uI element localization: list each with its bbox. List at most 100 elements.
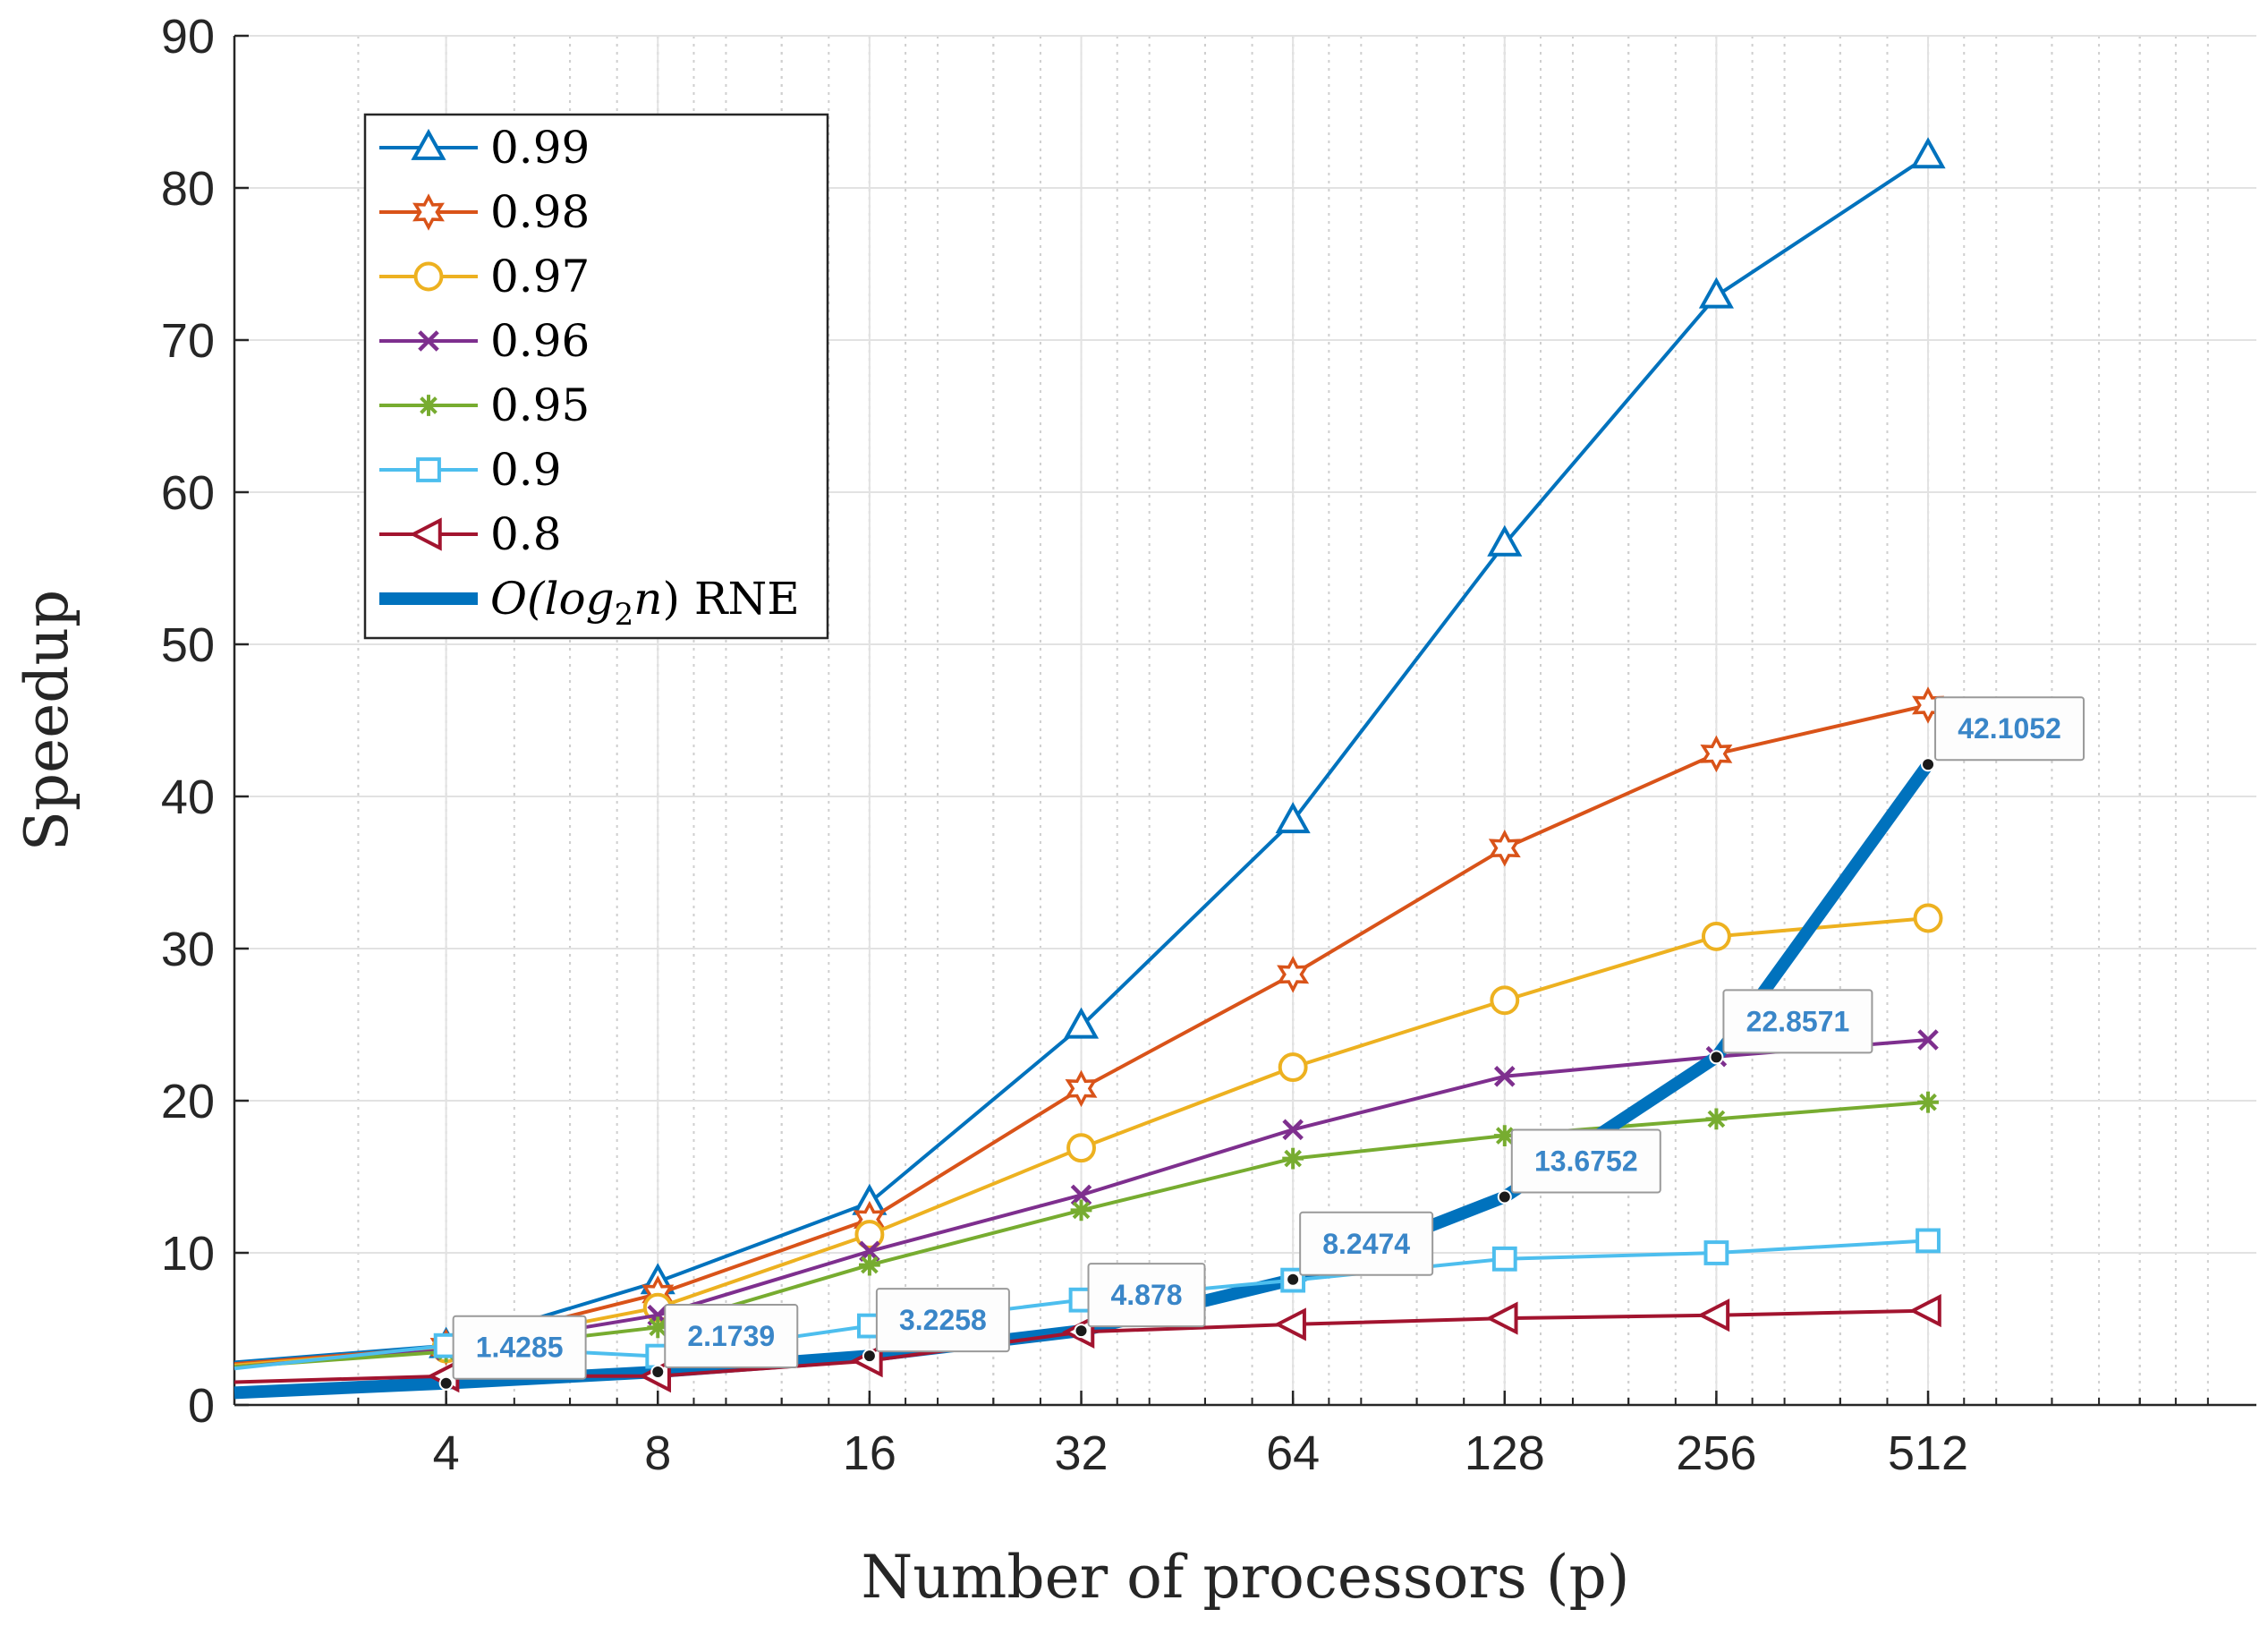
marker-square	[416, 457, 441, 482]
legend-label: 0.99	[490, 122, 590, 174]
legend-item: 0.96	[379, 315, 590, 367]
marker-asterisk	[418, 395, 439, 416]
datatip-point	[1921, 757, 1936, 772]
y-tick-label: 20	[161, 1075, 215, 1128]
legend-label: 0.8	[490, 508, 562, 560]
marker-hexagram	[1700, 735, 1733, 773]
marker-triangle-up	[1698, 277, 1734, 309]
legend-rne-part: 2	[615, 597, 634, 633]
legend-rne-part: O(	[490, 573, 546, 625]
datatip-label: 4.878	[1110, 1279, 1182, 1311]
x-tick-label: 4	[433, 1426, 460, 1480]
marker-circle	[1278, 1052, 1308, 1083]
datatip: 22.8571	[1709, 989, 1873, 1065]
datatip-label: 1.4285	[476, 1332, 564, 1364]
datatip-box	[452, 1315, 587, 1380]
marker-circle	[1701, 921, 1731, 951]
y-tick-label: 0	[188, 1379, 215, 1433]
datatip-box	[1087, 1263, 1206, 1328]
y-tick-label: 70	[161, 314, 215, 368]
y-tick-label: 10	[161, 1227, 215, 1281]
datatip-box	[1722, 989, 1873, 1054]
marker-x	[418, 330, 439, 352]
marker-square	[1915, 1228, 1941, 1254]
annotation-layer: 1.4285 2.1739 3.2258 4.878 8.2474 13.6752 22.8…	[438, 696, 2085, 1391]
datatip-label: 8.2474	[1322, 1228, 1410, 1260]
marker-asterisk	[1705, 1108, 1728, 1130]
datatip-label: 2.1739	[687, 1320, 775, 1352]
marker-x	[1070, 1184, 1092, 1206]
legend: 0.99 0.98 0.97 0.96 0.95 0.9 0.8 O(log2n) RNE	[363, 113, 829, 640]
datatip-label: 22.8571	[1746, 1005, 1850, 1037]
datatip-label: 13.6752	[1534, 1145, 1638, 1178]
datatip: 1.4285	[438, 1315, 587, 1391]
x-tick-label: 16	[843, 1426, 896, 1480]
datatip-point	[1709, 1050, 1724, 1065]
datatip-point	[1286, 1272, 1301, 1287]
legend-label-rne: O(log2n) RNE	[490, 573, 800, 633]
marker-circle	[854, 1220, 885, 1250]
x-tick-label: 512	[1888, 1426, 1968, 1480]
marker-hexagram	[1488, 830, 1521, 867]
legend-label: 0.97	[490, 251, 590, 302]
marker-triangle-left	[1697, 1298, 1730, 1332]
datatip: 2.1739	[650, 1304, 799, 1380]
axes-layer: 0 10 20 30 40 50 60 70 80 90 4 8 16 32 64 128 256 512 Numb…	[13, 10, 2256, 1612]
legend-box	[363, 113, 829, 640]
marker-asterisk	[647, 1316, 669, 1339]
legend-item: 0.8	[379, 508, 562, 560]
legend-item: 0.9	[379, 444, 562, 496]
y-tick-label: 50	[161, 618, 215, 672]
datatip-point	[1074, 1324, 1089, 1339]
marker-triangle-left	[1273, 1307, 1306, 1341]
legend-item: 0.99	[379, 122, 590, 174]
marker-triangle-up	[1275, 802, 1311, 834]
legend-item: 0.95	[379, 379, 590, 431]
datatip: 4.878	[1074, 1263, 1206, 1339]
y-tick-label: 90	[161, 10, 215, 64]
datatip-point	[650, 1365, 666, 1380]
marker-hexagram	[412, 193, 445, 231]
y-tick-label: 40	[161, 770, 215, 824]
marker-triangle-left	[1908, 1294, 1941, 1328]
marker-asterisk	[1282, 1147, 1304, 1170]
datatip-box	[875, 1288, 1010, 1353]
legend-label: 0.9	[490, 444, 562, 496]
datatip-point	[862, 1349, 877, 1364]
marker-circle	[1490, 985, 1520, 1016]
legend-label: 0.98	[490, 186, 590, 238]
datatip-point	[438, 1375, 454, 1391]
marker-circle	[1066, 1133, 1096, 1163]
x-tick-label: 64	[1266, 1426, 1320, 1480]
marker-square	[1703, 1240, 1729, 1265]
datatip-box	[1934, 696, 2085, 762]
marker-triangle-up	[1910, 137, 1946, 169]
marker-square	[1491, 1246, 1517, 1272]
datatip-box	[664, 1304, 799, 1369]
datatip: 13.6752	[1497, 1128, 1661, 1205]
marker-triangle-up	[1487, 524, 1523, 557]
legend-item-rne: O(log2n) RNE	[379, 573, 800, 633]
x-tick-label: 256	[1676, 1426, 1756, 1480]
marker-x	[1917, 1029, 1939, 1051]
marker-circle	[1913, 903, 1943, 933]
marker-asterisk	[1917, 1091, 1939, 1113]
marker-x	[1282, 1119, 1304, 1141]
datatip: 3.2258	[862, 1288, 1010, 1364]
legend-label: 0.95	[490, 379, 590, 431]
marker-triangle-up	[1063, 1007, 1100, 1039]
legend-item: 0.97	[379, 251, 590, 302]
x-tick-label: 128	[1465, 1426, 1545, 1480]
datatip-label: 3.2258	[899, 1304, 987, 1336]
datatip: 8.2474	[1286, 1211, 1434, 1287]
legend-rne-part: ) RNE	[662, 573, 799, 625]
marker-triangle-up	[411, 128, 446, 160]
marker-hexagram	[1277, 956, 1310, 993]
datatip-box	[1510, 1128, 1661, 1194]
y-tick-label: 30	[161, 923, 215, 976]
datatip-box	[1299, 1211, 1434, 1276]
legend-rne-part: n	[633, 573, 662, 625]
x-axis-title: Number of processors (p)	[862, 1543, 1630, 1612]
marker-hexagram	[1065, 1069, 1098, 1108]
